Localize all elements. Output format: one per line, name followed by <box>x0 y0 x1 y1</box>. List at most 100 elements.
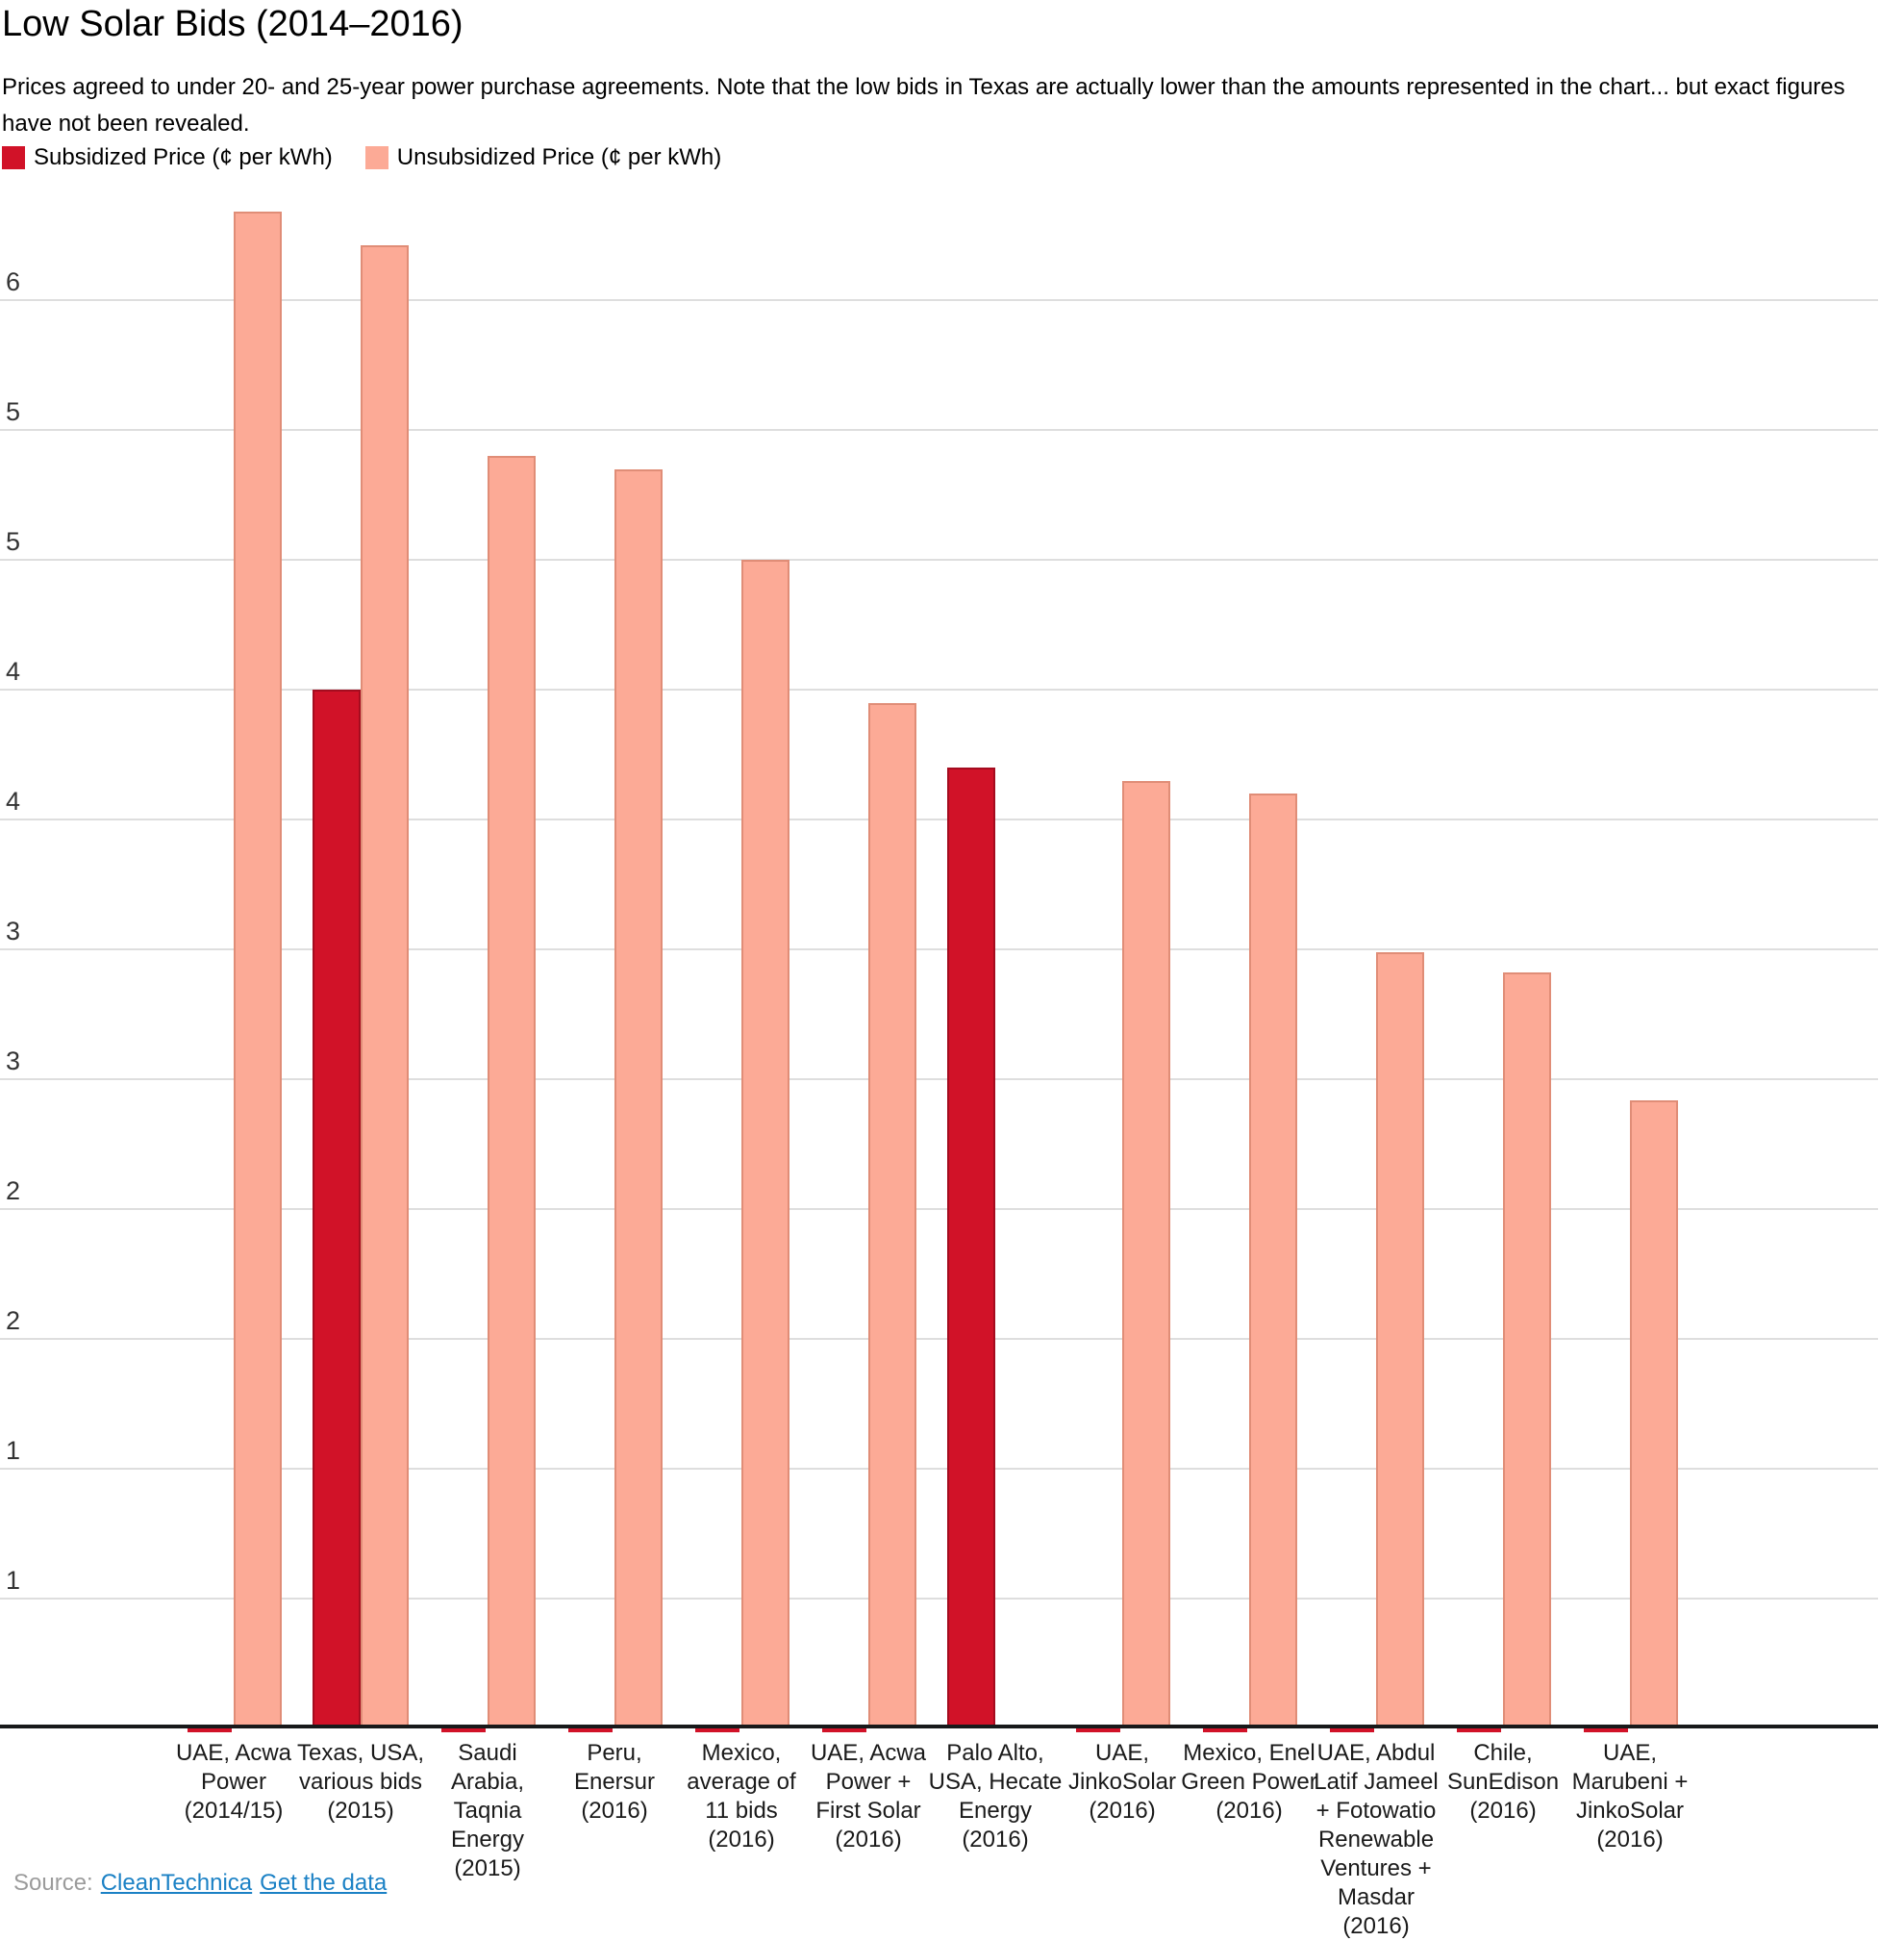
y-axis-tick-label: 3 <box>6 1046 21 1075</box>
gridline <box>0 689 1878 691</box>
x-axis-category-label: Palo Alto, USA, Hecate Energy (2016) <box>923 1739 1067 1854</box>
unsubsidized-swatch-icon <box>364 146 388 169</box>
gridline <box>0 559 1878 561</box>
subsidized-zero-stub <box>695 1728 739 1732</box>
x-label-line: + Fotowatio <box>1315 1798 1437 1824</box>
legend-label-subsidized: Subsidized Price (¢ per kWh) <box>34 144 333 170</box>
bar-unsubsidized <box>488 456 536 1727</box>
x-label-line: (2016) <box>1089 1798 1156 1824</box>
x-label-line: USA, Hecate <box>928 1769 1063 1795</box>
legend: Subsidized Price (¢ per kWh) Unsubsidize… <box>2 144 721 171</box>
subsidized-zero-stub <box>1457 1728 1501 1732</box>
subsidized-zero-stub <box>1330 1728 1374 1732</box>
bar-subsidized <box>313 690 361 1727</box>
x-label-line: Power <box>200 1769 267 1795</box>
bar-unsubsidized <box>1630 1099 1678 1727</box>
subsidized-zero-stub <box>1076 1728 1120 1732</box>
source-link[interactable]: CleanTechnica <box>100 1870 253 1896</box>
subsidized-zero-stub <box>188 1728 232 1732</box>
gridline <box>0 819 1878 820</box>
bar-unsubsidized <box>868 702 916 1727</box>
x-axis-category-label: Texas, USA, various bids (2015) <box>288 1739 433 1826</box>
bar-unsubsidized <box>614 468 663 1727</box>
y-axis-tick-label: 5 <box>6 397 21 426</box>
x-label-line: Power + <box>825 1769 912 1795</box>
bar-unsubsidized <box>361 245 409 1727</box>
x-label-line: Mexico, <box>701 1740 782 1766</box>
y-axis-tick-label: 2 <box>6 1176 21 1205</box>
gridline <box>0 1208 1878 1210</box>
x-label-line: Ventures + <box>1320 1855 1432 1881</box>
x-label-line: SunEdison <box>1446 1769 1560 1795</box>
x-axis-category-label: Saudi Arabia, Taqnia Energy (2015) <box>415 1739 560 1883</box>
legend-item-unsubsidized: Unsubsidized Price (¢ per kWh) <box>364 144 722 171</box>
subsidized-zero-stub <box>441 1728 486 1732</box>
gridline <box>0 1598 1878 1600</box>
x-label-line: various bids <box>298 1769 423 1795</box>
x-label-line: Energy <box>450 1827 525 1853</box>
legend-item-subsidized: Subsidized Price (¢ per kWh) <box>2 144 333 171</box>
x-label-line: Taqnia <box>453 1798 522 1824</box>
x-axis-category-label: Mexico, average of 11 bids (2016) <box>669 1739 814 1854</box>
bar-unsubsidized <box>741 560 789 1727</box>
legend-label-unsubsidized: Unsubsidized Price (¢ per kWh) <box>396 144 722 170</box>
x-label-line: Energy <box>958 1798 1033 1824</box>
x-label-line: (2014/15) <box>184 1798 284 1824</box>
subsidized-zero-stub <box>568 1728 613 1732</box>
x-label-line: JinkoSolar <box>1067 1769 1177 1795</box>
x-label-line: Chile, <box>1473 1740 1533 1766</box>
x-axis-category-label: Chile, SunEdison (2016) <box>1431 1739 1575 1826</box>
y-axis-tick-label: 1 <box>6 1566 21 1595</box>
gridline <box>0 948 1878 950</box>
subsidized-zero-stub <box>1203 1728 1247 1732</box>
x-label-line: (2016) <box>1596 1827 1664 1853</box>
y-axis-tick-label: 6 <box>6 267 21 296</box>
x-label-line: Peru, <box>587 1740 642 1766</box>
x-axis-category-label: Peru, Enersur (2016) <box>542 1739 687 1826</box>
x-label-line: (2016) <box>1469 1798 1537 1824</box>
x-label-line: Palo Alto, <box>946 1740 1044 1766</box>
x-label-line: Marubeni + <box>1571 1769 1689 1795</box>
x-label-line: Renewable <box>1317 1827 1435 1853</box>
x-label-line: (2016) <box>962 1827 1029 1853</box>
y-axis-tick-label: 5 <box>6 527 21 556</box>
bar-unsubsidized <box>234 212 282 1727</box>
y-axis-tick-label: 2 <box>6 1306 21 1335</box>
gridline <box>0 1078 1878 1080</box>
x-label-line: UAE, Acwa <box>175 1740 292 1766</box>
y-axis-tick-label: 3 <box>6 917 21 945</box>
y-axis-tick-label: 4 <box>6 787 21 816</box>
bar-unsubsidized <box>1376 951 1424 1727</box>
chart-title: Low Solar Bids (2014–2016) <box>2 4 463 44</box>
x-label-line: (2016) <box>1342 1913 1410 1939</box>
x-label-line: Texas, USA, <box>296 1740 425 1766</box>
bar-unsubsidized <box>1503 972 1551 1727</box>
get-data-link[interactable]: Get the data <box>260 1870 388 1896</box>
source-line: Source: CleanTechnica Get the data <box>13 1870 387 1897</box>
chart-subtitle: Prices agreed to under 20- and 25-year p… <box>2 74 1845 137</box>
x-label-line: Latif Jameel <box>1314 1769 1439 1795</box>
x-axis-line <box>0 1725 1878 1728</box>
bar-unsubsidized <box>1122 780 1170 1727</box>
x-label-line: (2015) <box>454 1855 521 1881</box>
x-label-line: Masdar <box>1337 1884 1415 1910</box>
gridline <box>0 1468 1878 1470</box>
x-label-line: JinkoSolar <box>1575 1798 1685 1824</box>
x-label-line: Enersur <box>573 1769 656 1795</box>
x-label-line: (2015) <box>327 1798 394 1824</box>
x-label-line: UAE, <box>1094 1740 1149 1766</box>
x-label-line: First Solar <box>815 1798 921 1824</box>
subsidized-zero-stub <box>1584 1728 1628 1732</box>
x-axis-category-label: UAE, Marubeni + JinkoSolar (2016) <box>1558 1739 1702 1854</box>
x-label-line: (2016) <box>1215 1798 1283 1824</box>
bar-subsidized <box>947 768 995 1727</box>
source-label: Source: <box>13 1870 93 1896</box>
x-label-line: average of <box>687 1769 796 1795</box>
bar-unsubsidized <box>1249 794 1297 1727</box>
x-axis-category-label: UAE, Acwa Power + First Solar (2016) <box>796 1739 940 1854</box>
x-label-line: Arabia, <box>450 1769 525 1795</box>
gridline <box>0 299 1878 301</box>
x-axis-category-label: Mexico, Enel Green Power (2016) <box>1177 1739 1321 1826</box>
